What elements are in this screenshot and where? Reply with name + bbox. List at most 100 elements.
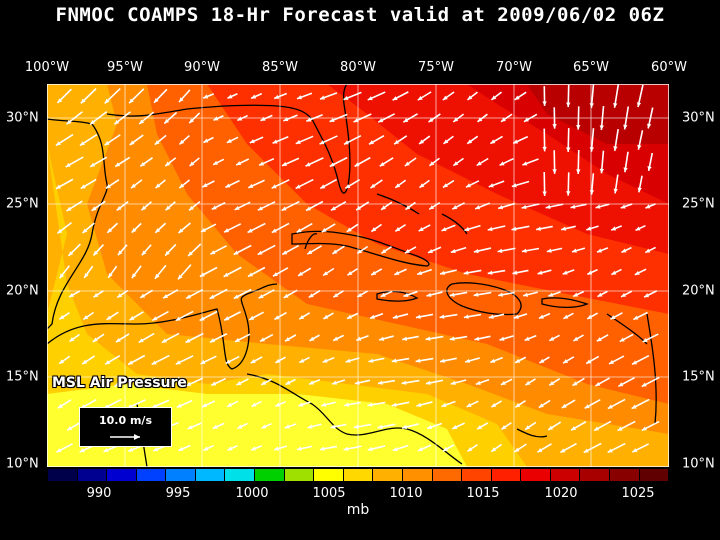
wind-arrow-head bbox=[257, 206, 263, 211]
wind-arrow-head bbox=[442, 183, 448, 188]
wind-arrow-head bbox=[498, 205, 504, 210]
wind-arrow-head bbox=[161, 382, 167, 387]
wind-arrow-head bbox=[298, 402, 304, 407]
wind-arrow-head bbox=[55, 184, 61, 189]
wind-arrow-head bbox=[521, 204, 527, 210]
wind-arrow-head bbox=[106, 315, 112, 320]
wind-arrow-head bbox=[357, 292, 363, 297]
wind-arrow-head bbox=[453, 161, 459, 166]
wind-arrow-head bbox=[345, 184, 351, 189]
wind-arrow-head bbox=[477, 117, 483, 122]
wind-arrow-head bbox=[83, 315, 89, 320]
wind-arrow-head bbox=[392, 447, 398, 452]
colorbar-swatch bbox=[491, 469, 522, 481]
wind-arrow-head bbox=[248, 183, 254, 188]
wind-arrow-head bbox=[282, 161, 288, 166]
wind-arrow-head bbox=[82, 359, 88, 365]
wind-arrow-head bbox=[164, 118, 170, 124]
wind-arrow-head bbox=[392, 314, 398, 319]
wind-arrow-head bbox=[129, 140, 135, 145]
wind-arrow-head bbox=[443, 139, 449, 144]
wind-arrow-head bbox=[562, 270, 568, 275]
wind-arrow-head bbox=[417, 270, 423, 276]
wind-arrow-head bbox=[427, 424, 433, 430]
wind-arrow-head bbox=[186, 381, 192, 386]
wind-arrow-head bbox=[452, 205, 458, 210]
colorbar-swatch bbox=[77, 469, 108, 481]
wind-arrow-head bbox=[523, 117, 529, 122]
wind-arrow-head bbox=[108, 272, 113, 278]
wind-arrow-head bbox=[281, 206, 287, 211]
wind-arrow-head bbox=[475, 205, 481, 210]
wind-arrow-head bbox=[274, 446, 279, 451]
wind-arrow-head bbox=[233, 250, 239, 255]
wind-arrow-head bbox=[139, 119, 145, 124]
wind-arrow-head bbox=[426, 292, 432, 297]
wind-arrow-head bbox=[632, 360, 638, 365]
wind-arrow-head bbox=[129, 315, 135, 321]
wind-arrow-head bbox=[416, 402, 422, 408]
wind-arrow-head bbox=[566, 147, 571, 152]
colorbar-swatch bbox=[136, 469, 167, 481]
wind-arrow-head bbox=[225, 359, 231, 364]
wind-arrow-head bbox=[463, 314, 469, 319]
wind-arrow-head bbox=[542, 146, 547, 152]
wind-arrow-head bbox=[522, 161, 528, 166]
wind-arrow-head bbox=[237, 424, 243, 429]
wind-arrow-head bbox=[357, 249, 363, 254]
wind-arrow-head bbox=[415, 358, 421, 363]
wind-arrow-head bbox=[610, 315, 616, 320]
wind-arrow-head bbox=[537, 448, 543, 453]
colorbar-swatch bbox=[195, 469, 226, 481]
wind-arrow-head bbox=[344, 402, 350, 407]
lon-label: 100°W bbox=[24, 60, 70, 75]
wind-arrow-head bbox=[155, 183, 161, 189]
wind-arrow-head bbox=[417, 447, 423, 452]
colorbar-swatch bbox=[314, 469, 344, 481]
wind-arrow-head bbox=[403, 292, 409, 297]
wind-arrow-head bbox=[525, 380, 531, 386]
wind-arrow-head bbox=[261, 424, 267, 429]
wind-arrow-head bbox=[346, 314, 352, 319]
wind-arrow-head bbox=[93, 250, 99, 256]
wind-arrow-head bbox=[285, 380, 291, 385]
wind-scale-key: 10.0 m/s bbox=[79, 407, 172, 447]
wind-arrow-head bbox=[353, 424, 359, 429]
lat-label-right: 30°N bbox=[682, 110, 715, 126]
wind-arrow-head bbox=[645, 248, 651, 253]
wind-arrow-head bbox=[512, 270, 518, 275]
wind-arrow-head bbox=[356, 205, 362, 211]
wind-arrow-head bbox=[369, 314, 375, 319]
wind-arrow-head bbox=[381, 205, 387, 210]
wind-arrow-head bbox=[321, 402, 327, 407]
wind-arrow-head bbox=[117, 250, 123, 256]
wind-arrow-head bbox=[621, 292, 627, 297]
wind-arrow-head bbox=[329, 117, 335, 122]
wind-arrow-head bbox=[105, 360, 111, 365]
wind-arrow-head bbox=[185, 338, 191, 343]
wind-arrow-head bbox=[179, 183, 185, 189]
wind-arrow-head bbox=[258, 161, 264, 166]
wind-arrow-head bbox=[381, 248, 387, 254]
wind-arrow-head bbox=[613, 188, 618, 194]
lon-label: 85°W bbox=[262, 60, 298, 75]
wind-arrow-head bbox=[415, 314, 421, 319]
wind-arrow-head bbox=[548, 292, 554, 297]
field-label: MSL Air Pressure bbox=[52, 375, 187, 391]
wind-arrow-head bbox=[275, 358, 281, 363]
wind-arrow-head bbox=[545, 204, 551, 209]
wind-arrow-head bbox=[202, 183, 208, 188]
wind-arrow-head bbox=[452, 424, 458, 429]
wind-arrow-head bbox=[371, 270, 377, 275]
wind-arrow-head bbox=[441, 227, 447, 232]
wind-arrow-head bbox=[211, 205, 217, 210]
lon-label: 80°W bbox=[340, 60, 376, 75]
wind-arrow-head bbox=[199, 272, 205, 277]
wind-arrow-head bbox=[405, 205, 411, 210]
wind-arrow-head bbox=[161, 338, 167, 343]
wind-arrow-head bbox=[296, 446, 302, 451]
colorbar-tick: 1005 bbox=[312, 486, 346, 501]
wind-arrow-head bbox=[586, 226, 592, 231]
wind-arrow-head bbox=[561, 226, 567, 231]
wind-arrow-head bbox=[499, 161, 505, 166]
